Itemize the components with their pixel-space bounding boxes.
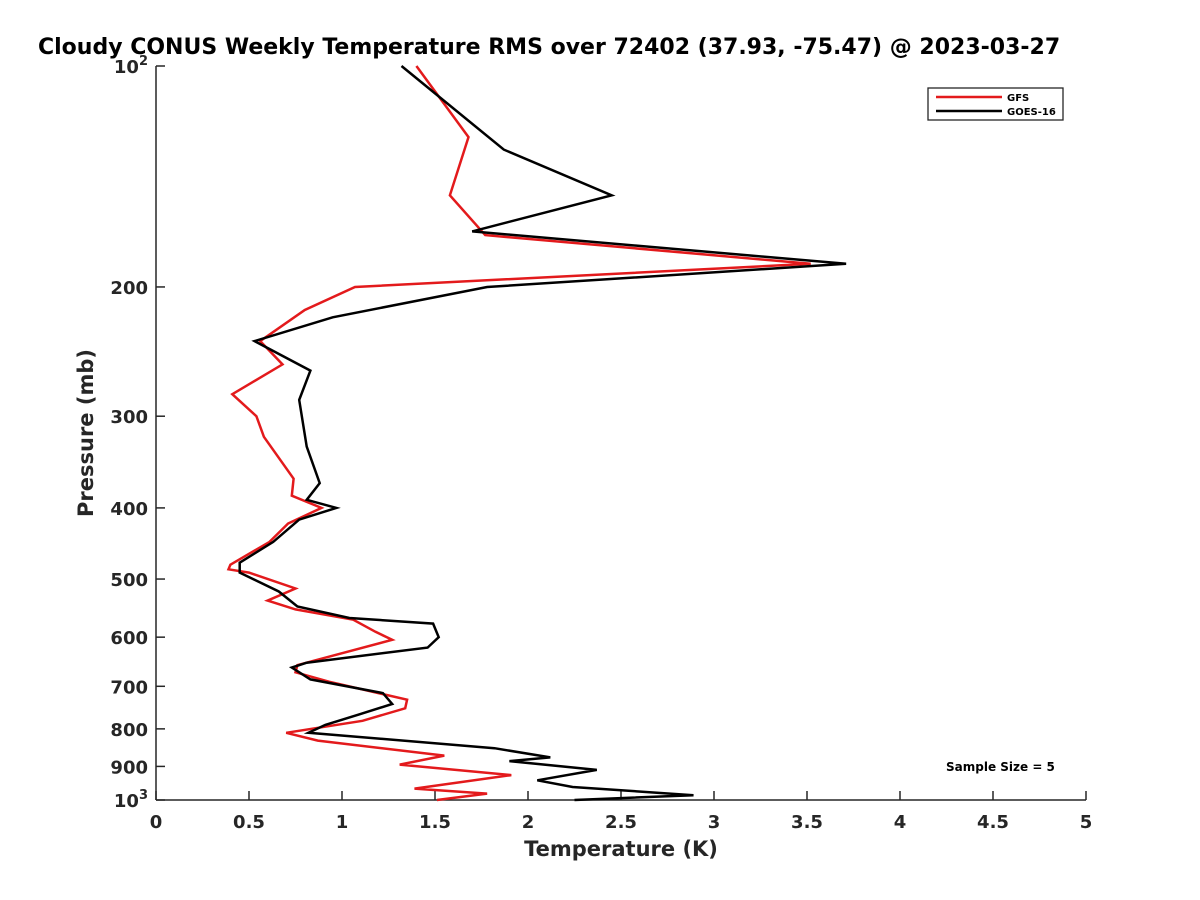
- y-tick-label-exponent: 3: [139, 788, 148, 803]
- sample-size-annotation: Sample Size = 5: [946, 760, 1055, 774]
- x-tick-label: 1.5: [419, 812, 451, 833]
- y-axis-label: Pressure (mb): [74, 349, 98, 517]
- x-tick-label: 3: [708, 812, 721, 833]
- y-tick-label: 200: [110, 278, 148, 299]
- y-tick-label: 400: [110, 499, 148, 520]
- y-tick-label: 500: [110, 570, 148, 591]
- y-tick-label: 700: [110, 677, 148, 698]
- x-axis-ticks: 0 0.5 1 1.5 2 2.5 3 3.5 4 4.5 5: [150, 791, 1093, 833]
- y-tick-label: 300: [110, 407, 148, 428]
- legend-label-gfs: GFS: [1007, 93, 1029, 104]
- y-tick-label: 600: [110, 628, 148, 649]
- x-tick-label: 2: [522, 812, 535, 833]
- x-tick-label: 4.5: [977, 812, 1009, 833]
- x-tick-label: 5: [1080, 812, 1093, 833]
- series-line-goes-16: [238, 65, 847, 802]
- legend-label-goes-16: GOES-16: [1007, 107, 1056, 118]
- y-tick-label: 102: [114, 54, 148, 78]
- x-axis-label: Temperature (K): [524, 837, 718, 861]
- x-tick-label: 0: [150, 812, 163, 833]
- y-tick-label: 103: [114, 788, 148, 812]
- y-tick-label-exponent: 2: [139, 54, 148, 69]
- x-tick-label: 2.5: [605, 812, 637, 833]
- series-layer: [226, 65, 847, 802]
- y-tick-label-base: 10: [114, 791, 139, 812]
- y-tick-label: 800: [110, 720, 148, 741]
- x-tick-label: 3.5: [791, 812, 823, 833]
- series-line-gfs: [226, 65, 811, 802]
- y-tick-label: 900: [110, 757, 148, 778]
- y-tick-label-base: 10: [114, 57, 139, 78]
- x-tick-label: 4: [894, 812, 907, 833]
- legend-box: [927, 87, 1064, 121]
- plot-area: [155, 66, 1086, 801]
- x-tick-label: 1: [336, 812, 349, 833]
- chart-title: Cloudy CONUS Weekly Temperature RMS over…: [38, 35, 1060, 60]
- legend: GFS GOES-16: [927, 87, 1064, 121]
- x-tick-label: 0.5: [233, 812, 265, 833]
